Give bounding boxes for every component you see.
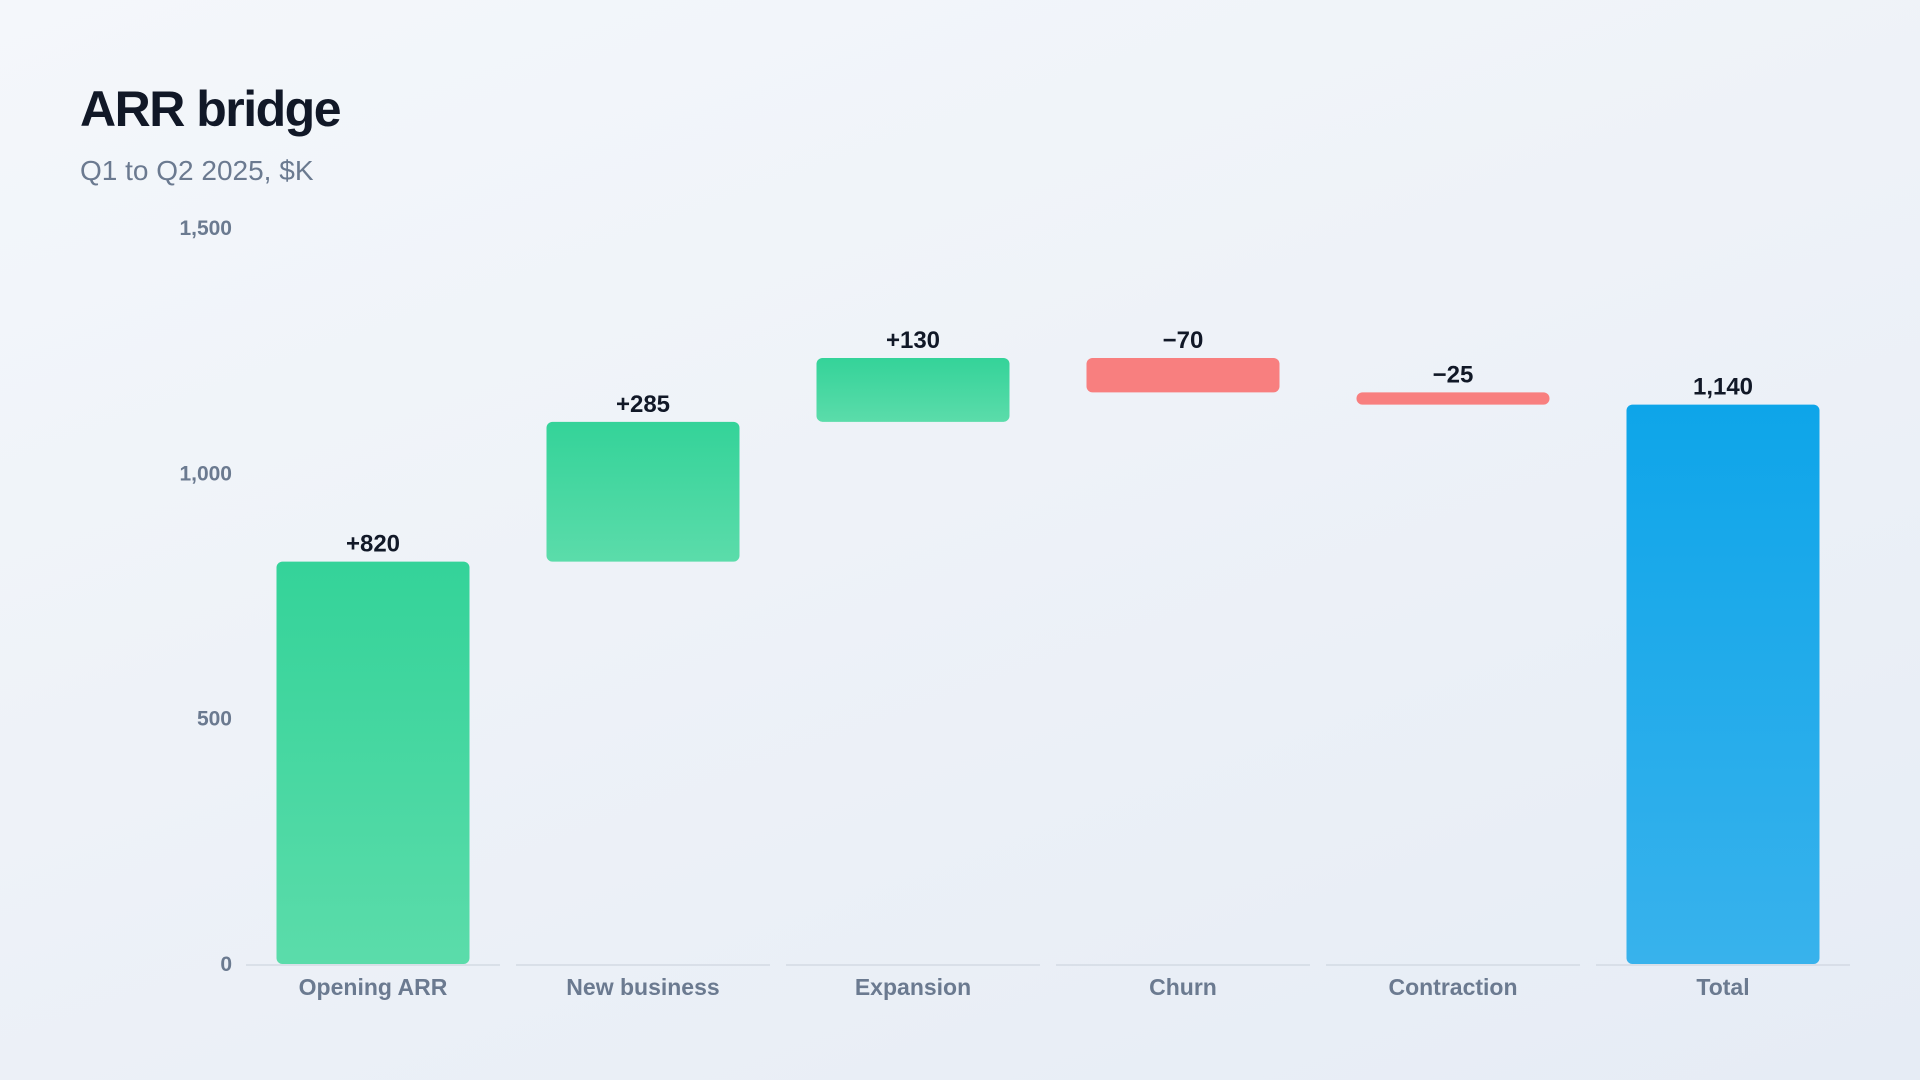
data-label: +285 xyxy=(616,391,670,418)
chart-subtitle: Q1 to Q2 2025, $K xyxy=(80,155,314,186)
data-label: +130 xyxy=(886,327,940,354)
y-tick-label: 1,000 xyxy=(179,462,232,485)
bar-total xyxy=(1626,404,1820,964)
y-tick-label: 0 xyxy=(220,953,232,976)
x-tick-label: Opening ARR xyxy=(299,974,448,1000)
x-tick-label: Churn xyxy=(1149,974,1217,1000)
x-tick-label: Expansion xyxy=(855,974,971,1000)
data-label: 1,140 xyxy=(1693,374,1753,401)
y-tick-label: 1,500 xyxy=(179,217,232,240)
x-tick-label: Total xyxy=(1696,974,1749,1000)
x-tick-label: New business xyxy=(566,974,719,1000)
bar-churn xyxy=(1086,358,1280,393)
x-tick-label: Contraction xyxy=(1388,974,1517,1000)
data-label: −70 xyxy=(1163,327,1204,354)
category-labels: Opening ARR New business Expansion Churn Con… xyxy=(299,974,1750,1000)
bar-new-business xyxy=(546,421,740,562)
bar-expansion xyxy=(816,358,1010,422)
bar-opening-arr xyxy=(276,561,470,964)
y-axis: 0 500 1,000 1,500 xyxy=(179,217,232,976)
value-labels: +820 +285 +130 −70 −25 1,140 xyxy=(346,327,1753,558)
data-label: +820 xyxy=(346,531,400,558)
y-tick-label: 500 xyxy=(197,708,232,731)
bars xyxy=(276,358,1820,964)
data-label: −25 xyxy=(1433,361,1474,388)
chart-title: ARR bridge xyxy=(80,81,342,137)
bar-contraction xyxy=(1356,392,1550,405)
